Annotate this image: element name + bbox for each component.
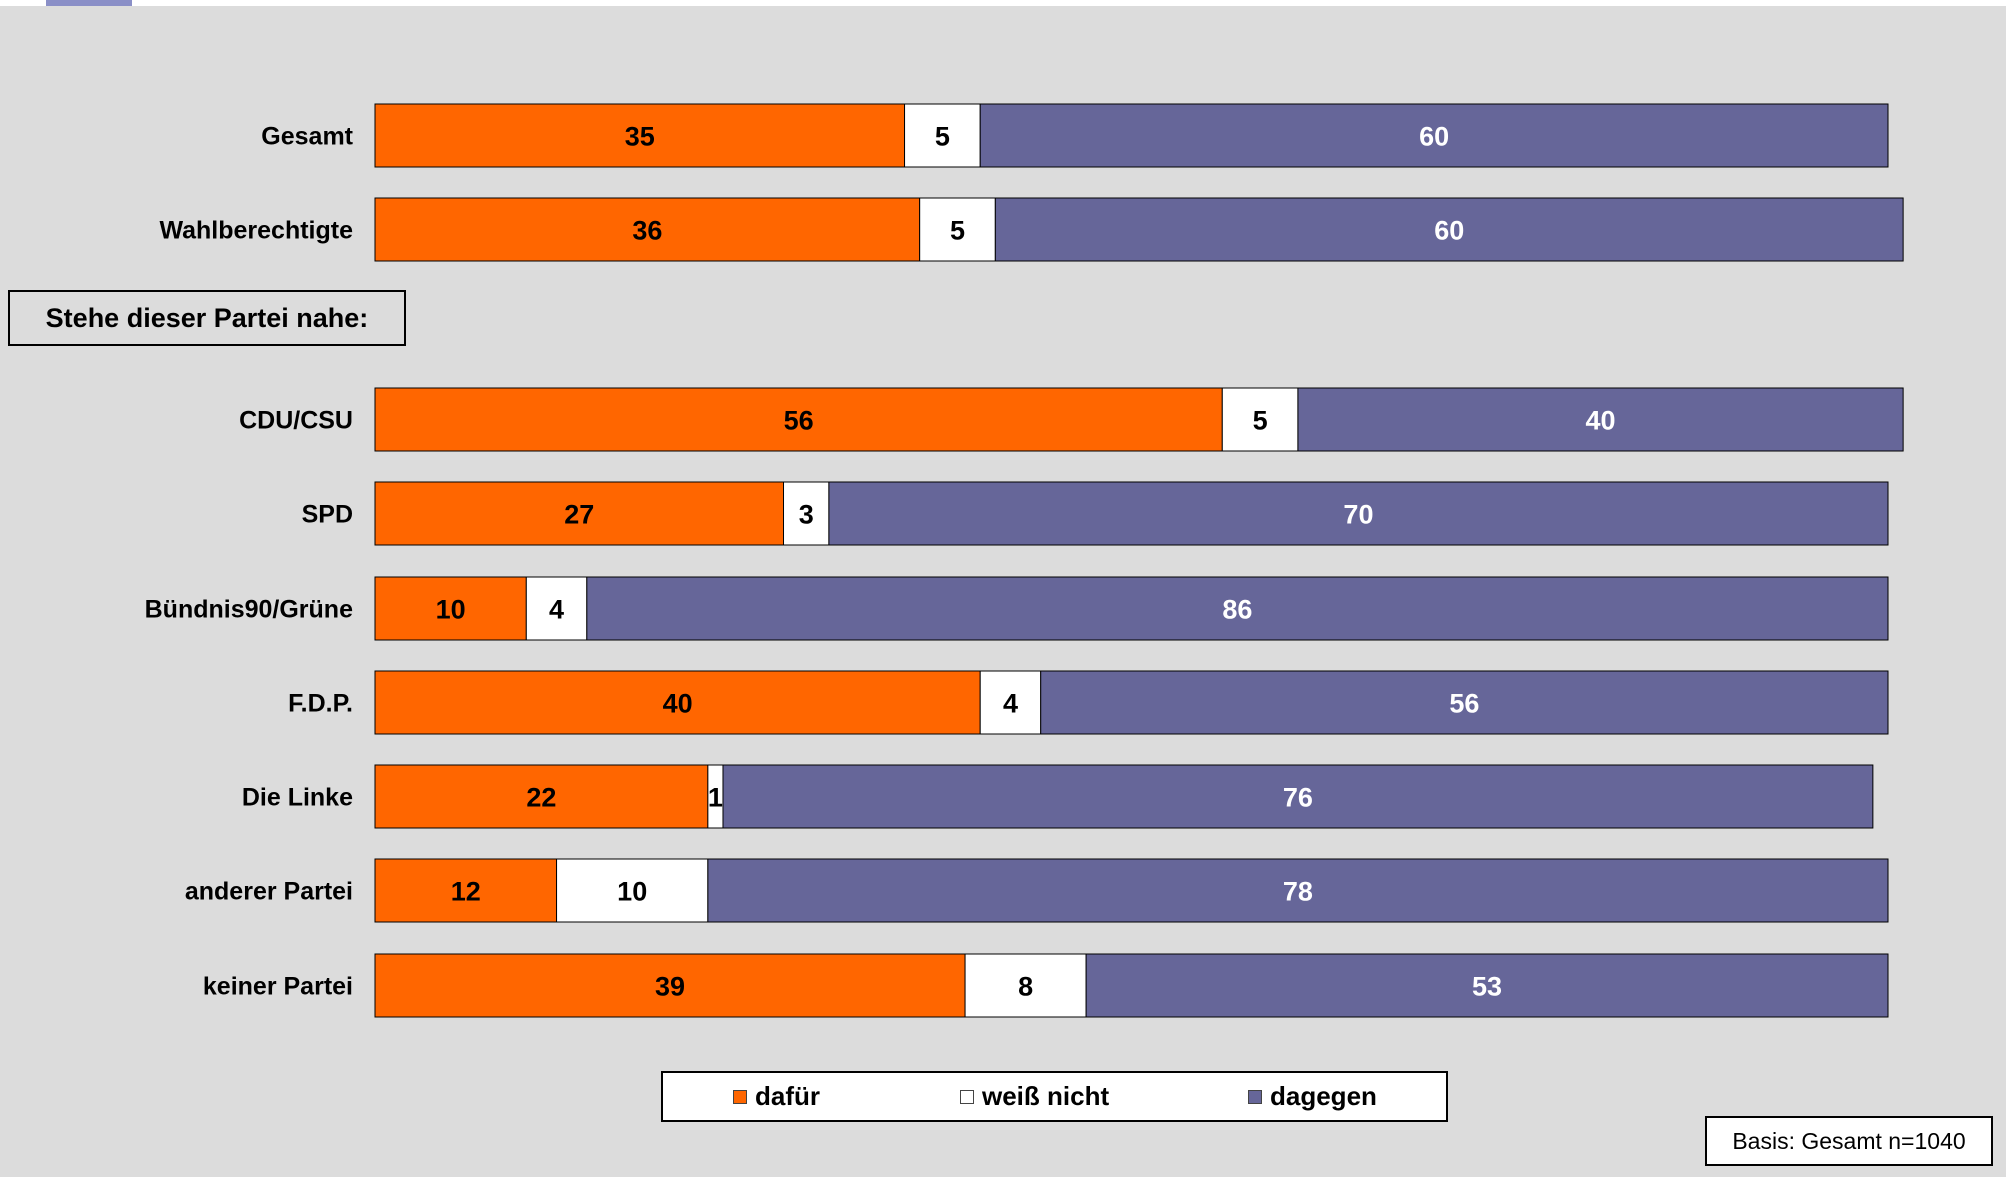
chart-legend: dafür weiß nicht dagegen xyxy=(661,1071,1448,1122)
data-label: 39 xyxy=(655,972,685,1002)
bar-segment-weiss-nicht xyxy=(556,858,709,923)
data-label: 40 xyxy=(1586,406,1616,436)
data-label: 3 xyxy=(799,500,814,530)
data-label: 53 xyxy=(1472,972,1502,1002)
category-label: Die Linke xyxy=(242,784,353,812)
legend-item-dafuer: dafür xyxy=(733,1073,820,1120)
data-label: 27 xyxy=(564,500,594,530)
legend-item-dagegen: dagegen xyxy=(1248,1073,1377,1120)
data-label: 4 xyxy=(1003,689,1018,719)
data-label: 8 xyxy=(1018,972,1033,1002)
data-label: 5 xyxy=(1253,406,1268,436)
bar-segment-dafuer xyxy=(374,953,966,1018)
legend-label-weiss-nicht: weiß nicht xyxy=(982,1081,1110,1111)
data-label: 36 xyxy=(632,216,662,246)
data-label: 60 xyxy=(1419,122,1449,152)
data-label: 10 xyxy=(436,595,466,625)
bar-segment-weiss-nicht xyxy=(904,103,981,168)
data-label: 56 xyxy=(1449,689,1479,719)
data-label: 35 xyxy=(625,122,655,152)
data-label: 10 xyxy=(617,877,647,907)
bar-segment-dafuer xyxy=(374,576,527,641)
data-label: 1 xyxy=(708,783,723,813)
section-label: Stehe dieser Partei nahe: xyxy=(8,290,406,346)
category-label: anderer Partei xyxy=(185,878,353,906)
base-note: Basis: Gesamt n=1040 xyxy=(1705,1116,1993,1166)
legend-item-weiss-nicht: weiß nicht xyxy=(960,1073,1109,1120)
bar-segment-dagegen xyxy=(1085,953,1889,1018)
bar-segment-dafuer xyxy=(374,481,785,546)
bar-segment-dagegen xyxy=(707,858,1889,923)
bar-segment-weiss-nicht xyxy=(964,953,1087,1018)
legend-swatch-dafuer xyxy=(733,1089,747,1104)
legend-label-dagegen: dagegen xyxy=(1270,1081,1377,1111)
category-label: Wahlberechtigte xyxy=(159,217,353,245)
category-label: CDU/CSU xyxy=(239,407,353,435)
bar-segment-dafuer xyxy=(374,197,921,262)
data-label: 22 xyxy=(526,783,556,813)
data-label: 12 xyxy=(451,877,481,907)
bar-segment-dagegen xyxy=(1040,670,1889,735)
legend-label-dafuer: dafür xyxy=(755,1081,820,1111)
bar-segment-weiss-nicht xyxy=(979,670,1042,735)
bar-segment-dagegen xyxy=(979,103,1889,168)
category-label: keiner Partei xyxy=(203,973,353,1001)
bar-segment-dagegen xyxy=(994,197,1904,262)
bar-segment-dafuer xyxy=(374,670,981,735)
bar-segment-weiss-nicht xyxy=(525,576,588,641)
data-label: 5 xyxy=(935,122,950,152)
legend-swatch-dagegen xyxy=(1248,1089,1262,1104)
bar-segment-weiss-nicht xyxy=(1221,387,1299,452)
bar-segment-weiss-nicht xyxy=(783,481,830,546)
category-label: SPD xyxy=(302,501,353,529)
data-label: 70 xyxy=(1343,500,1373,530)
data-label: 4 xyxy=(549,595,564,625)
bar-segment-dagegen xyxy=(722,764,1874,829)
category-label: Gesamt xyxy=(261,123,353,151)
data-label: 40 xyxy=(663,689,693,719)
chart-area: Gesamt 35 5 60 Wahlberechtigte 36 5 60 CDU/CSU 56… xyxy=(0,6,2006,1177)
bar-segment-dagegen xyxy=(586,576,1889,641)
data-label: 76 xyxy=(1283,783,1313,813)
bar-segment-dafuer xyxy=(374,387,1223,452)
data-label: 56 xyxy=(784,406,814,436)
data-label: 5 xyxy=(950,216,965,246)
bar-segment-dafuer xyxy=(374,103,906,168)
title-strip xyxy=(0,0,2006,6)
bar-segment-dagegen xyxy=(828,481,1889,546)
bar-segment-dagegen xyxy=(1297,387,1904,452)
data-label: 60 xyxy=(1434,216,1464,246)
category-label: F.D.P. xyxy=(288,690,353,718)
category-label: Bündnis90/Grüne xyxy=(145,596,353,624)
legend-swatch-weiss-nicht xyxy=(960,1089,974,1104)
bar-segment-dafuer xyxy=(374,858,558,923)
data-label: 78 xyxy=(1283,877,1313,907)
data-label: 86 xyxy=(1222,595,1252,625)
